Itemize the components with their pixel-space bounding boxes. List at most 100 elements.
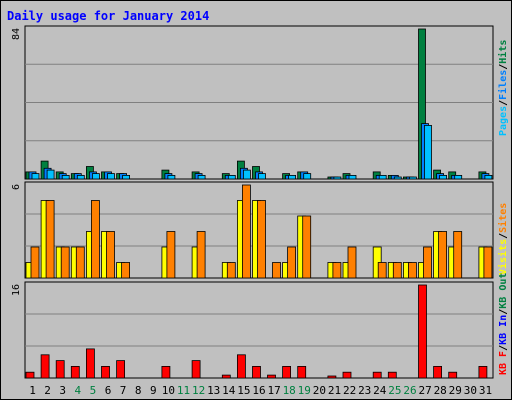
y-max-label: 16	[11, 284, 22, 296]
x-tick-label: 21	[328, 384, 341, 397]
bar-kb-f-day-4	[70, 365, 80, 379]
x-tick-label: 25	[388, 384, 401, 397]
bar-pages-day-28	[439, 174, 448, 180]
bar-pages-day-19	[303, 173, 312, 180]
panel-kbytes: 16 KB F/KB In/KB Out	[11, 273, 509, 379]
legend-separator: /	[498, 309, 509, 315]
bar-sites-day-28	[438, 231, 448, 279]
x-tick-label: 18	[283, 384, 296, 397]
bar-pages-day-16	[258, 173, 266, 180]
legend-files: Files	[497, 70, 509, 100]
bar-kb-f-day-10	[161, 365, 171, 379]
bar-kb-f-day-16	[252, 365, 261, 379]
bar-sites-day-16	[257, 200, 266, 279]
x-tick-label: 19	[298, 384, 311, 397]
bar-pages-day-5	[92, 173, 100, 180]
chart-title: Daily usage for January 2014	[7, 9, 209, 23]
bar-sites-day-24	[377, 262, 387, 279]
legend-visits-sites: Visits/Sites	[497, 203, 509, 275]
x-tick-label: 7	[120, 384, 127, 397]
legend-pages: Pages	[498, 106, 509, 136]
bar-pages-day-29	[454, 174, 463, 180]
bar-kb-f-day-6	[101, 365, 110, 379]
bar-kb-f-day-17	[267, 374, 276, 379]
x-tick-label: 22	[343, 384, 356, 397]
x-tick-label: 14	[222, 384, 236, 397]
bar-pages-day-4	[76, 174, 85, 180]
bar-kb-f-day-1	[25, 371, 35, 379]
x-tick-label: 6	[105, 384, 112, 397]
x-tick-label: 27	[418, 384, 431, 397]
bar-sites-day-3	[60, 246, 70, 279]
bar-pages-day-27	[424, 125, 432, 180]
bar-kb-f-day-29	[448, 371, 458, 379]
legend-separator: /	[498, 345, 509, 351]
panel-visits-sites: 6 Visits/Sites	[11, 181, 509, 279]
bar-pages-day-1	[31, 173, 40, 180]
bar-sites-day-10	[166, 231, 176, 279]
bar-pages-day-31	[484, 174, 493, 180]
x-tick-label: 3	[59, 384, 66, 397]
x-tick-label: 31	[479, 384, 492, 397]
bar-sites-day-19	[302, 215, 312, 279]
bar-pages-day-22	[348, 174, 357, 180]
bar-sites-day-14	[226, 262, 236, 279]
panel-hits-files-pages: 84 Pages/Files/Hits	[11, 25, 509, 180]
legend-separator: /	[498, 100, 509, 106]
bar-sites-day-27	[423, 246, 432, 279]
bar-sites-day-4	[75, 246, 85, 279]
bar-sites-day-25	[392, 262, 402, 279]
legend-kb-in: KB In	[498, 315, 509, 345]
bar-kb-f-day-5	[86, 348, 95, 379]
bar-kb-f-day-2	[40, 354, 50, 379]
bar-pages-day-12	[197, 174, 206, 180]
bar-pages-day-3	[61, 174, 70, 180]
bar-kb-f-day-14	[221, 374, 231, 379]
legend-kb-f: KB F	[498, 351, 509, 375]
bar-sites-day-7	[121, 262, 130, 279]
x-tick-label: 9	[150, 384, 157, 397]
bar-sites-day-2	[45, 200, 55, 279]
legend-kbytes: KB F/KB In/KB Out	[498, 273, 509, 375]
bar-sites-day-1	[30, 246, 40, 279]
bar-pages-day-2	[46, 169, 55, 180]
y-max-label: 84	[11, 28, 22, 40]
legend-hits-files-pages: Pages/Files/Hits	[497, 40, 509, 136]
bar-pages-day-18	[288, 174, 297, 180]
bar-kb-f-day-31	[478, 365, 488, 379]
legend-sites: Sites	[497, 203, 509, 233]
legend-visits: Visits	[497, 239, 509, 275]
legend-separator: /	[498, 233, 509, 239]
x-tick-label: 26	[403, 384, 416, 397]
bar-sites-day-12	[196, 231, 206, 279]
bar-pages-day-14	[227, 174, 236, 180]
bar-sites-day-31	[483, 246, 493, 279]
x-tick-label: 24	[373, 384, 387, 397]
bar-sites-day-18	[287, 246, 297, 279]
x-tick-label: 10	[162, 384, 175, 397]
bar-kb-f-day-7	[116, 360, 125, 379]
bar-kb-f-day-15	[236, 354, 246, 379]
bar-pages-day-21	[333, 176, 342, 180]
x-tick-label: 12	[192, 384, 205, 397]
x-tick-label: 4	[74, 384, 81, 397]
x-tick-label: 2	[44, 384, 51, 397]
bar-kb-f-day-24	[372, 371, 382, 379]
bar-kb-f-day-22	[342, 371, 352, 379]
bar-sites-day-29	[453, 231, 463, 279]
bar-sites-day-5	[91, 200, 100, 279]
x-tick-label: 8	[135, 384, 142, 397]
x-tick-label: 1	[29, 384, 36, 397]
bar-pages-day-10	[167, 174, 176, 180]
x-tick-label: 16	[252, 384, 265, 397]
x-tick-label: 30	[464, 384, 477, 397]
x-tick-label: 11	[177, 384, 190, 397]
bar-pages-day-6	[107, 173, 115, 180]
x-tick-label: 15	[237, 384, 250, 397]
bar-sites-day-22	[347, 246, 357, 279]
bar-pages-day-26	[408, 176, 417, 180]
x-tick-label: 28	[434, 384, 447, 397]
bar-kb-f-day-25	[387, 371, 397, 379]
bar-kb-f-day-28	[433, 365, 443, 379]
bar-kb-f-day-27	[418, 284, 427, 379]
